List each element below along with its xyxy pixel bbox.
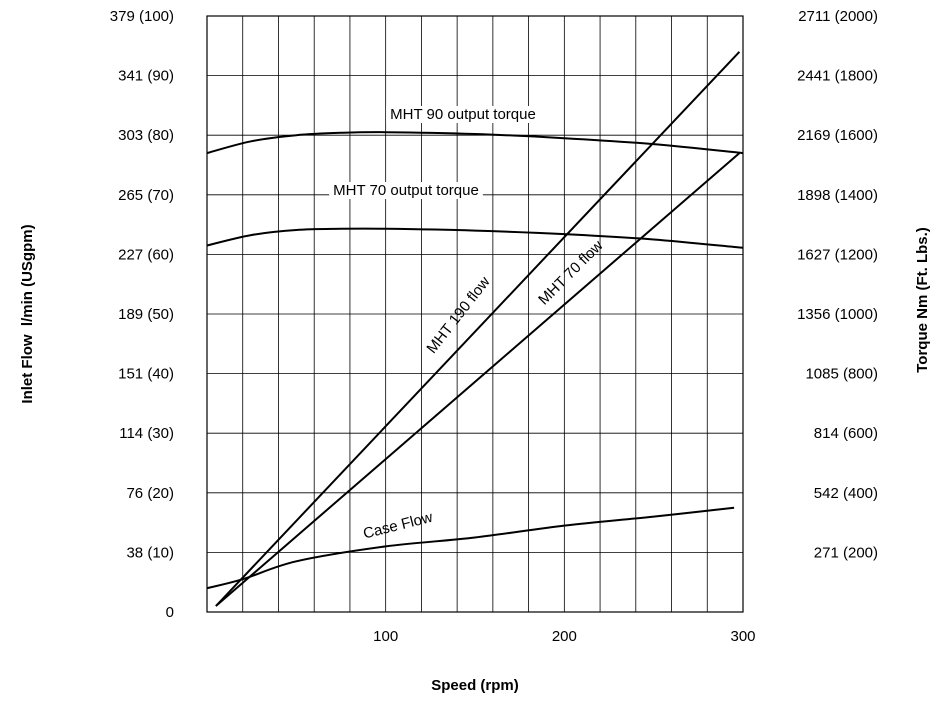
y2-tick-label: 2711 (2000) [798, 8, 878, 25]
series-mht-90-output-torque-line [206, 131, 744, 155]
left-axis-ticks: 0 38 (10) 76 (20) 114 (30) 151 (40) 189 (50) 2… [110, 8, 174, 621]
curve-label-background [386, 106, 540, 123]
series-layer [206, 51, 744, 607]
y-tick-label: 114 (30) [119, 425, 174, 442]
y-tick-label: 265 (70) [118, 187, 174, 204]
y2-tick-label: 2169 (1600) [797, 127, 878, 144]
y2-tick-label: 1356 (1000) [797, 306, 878, 323]
x-tick-label: 200 [552, 628, 577, 645]
grid [207, 16, 743, 612]
mht-70-output-torque-label: MHT 70 output torque [333, 182, 479, 199]
x-tick-label: 100 [373, 628, 398, 645]
y-tick-label: 379 (100) [110, 8, 174, 25]
x-tick-label: 300 [730, 628, 755, 645]
y-tick-label: 303 (80) [118, 127, 174, 144]
plot-frame [206, 15, 744, 613]
y-tick-label: 189 (50) [118, 306, 174, 323]
x-axis-ticks: 100 200 300 [373, 628, 755, 645]
series-case-flow-line [206, 506, 735, 590]
y2-tick-label: 542 (400) [814, 485, 878, 502]
y-tick-label: 0 [166, 604, 174, 621]
mht-90-output-torque-label: MHT 90 output torque [390, 106, 536, 123]
curve-label-backgrounds [329, 106, 540, 199]
y-tick-label: 341 (90) [118, 68, 174, 85]
y-tick-label: 38 (10) [126, 544, 174, 561]
y-axis-title: Inlet Flow l/min (USgpm) [19, 224, 36, 403]
y2-tick-label: 2441 (1800) [797, 68, 878, 85]
y2-tick-label: 1627 (1200) [797, 246, 878, 263]
x-axis-title: Speed (rpm) [431, 677, 519, 694]
y2-tick-label: 814 (600) [814, 425, 878, 442]
y2-tick-label: 1085 (800) [805, 366, 878, 383]
y-tick-label: 227 (60) [118, 246, 174, 263]
right-axis-ticks: 271 (200) 542 (400) 814 (600) 1085 (800) 135… [797, 8, 878, 561]
y2-tick-label: 1898 (1400) [797, 187, 878, 204]
series-mht-70-flow-line [215, 152, 741, 607]
y-tick-label: 76 (20) [126, 485, 174, 502]
curve-label-background [329, 182, 483, 199]
series-mht-70-output-torque-line [206, 227, 744, 249]
y2-axis-title: Torque Nm (Ft. Lbs.) [914, 227, 931, 373]
y-tick-label: 151 (40) [118, 366, 174, 383]
y2-tick-label: 271 (200) [814, 544, 878, 561]
